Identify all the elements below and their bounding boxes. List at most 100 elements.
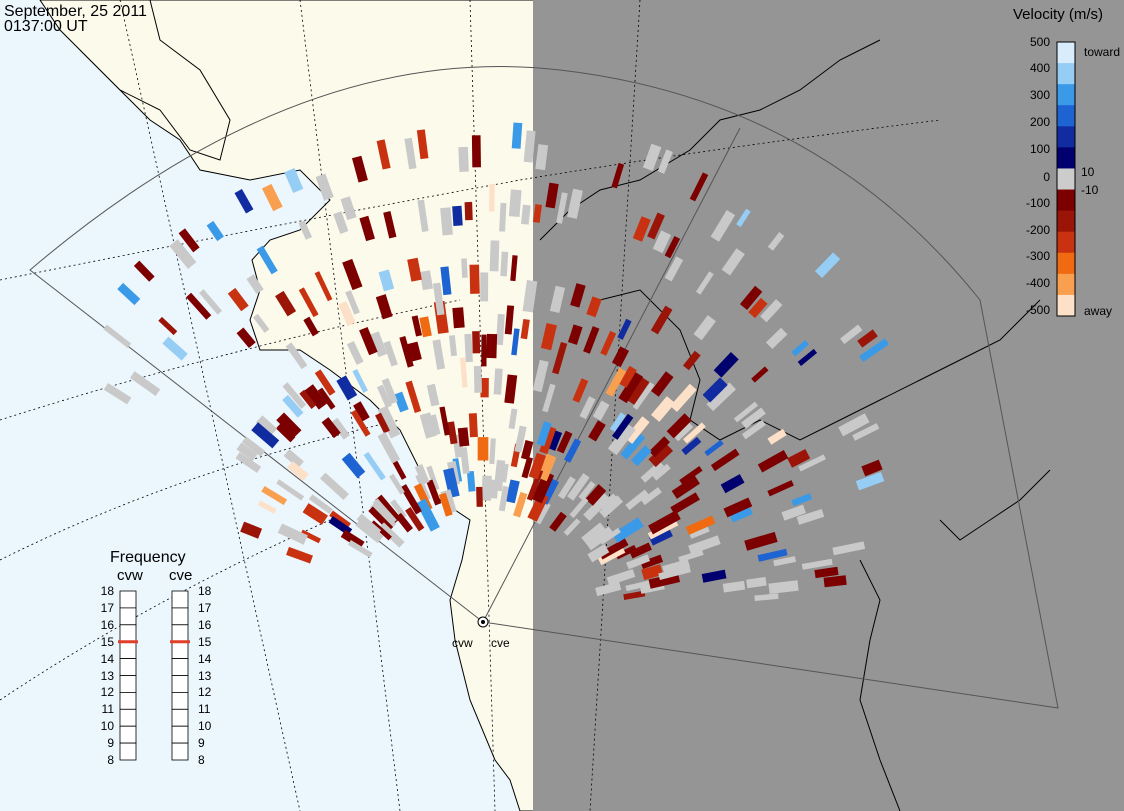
scatter-cell xyxy=(741,407,766,429)
frequency-scale-label: 10 xyxy=(100,719,114,734)
scatter-cell xyxy=(381,377,398,405)
scatter-cell xyxy=(378,269,395,292)
scatter-cell xyxy=(648,510,681,535)
scatter-cell xyxy=(261,485,288,506)
scatter-cell xyxy=(355,518,384,544)
frequency-cell xyxy=(119,590,137,609)
scatter-cell xyxy=(496,313,505,346)
scatter-cell xyxy=(510,255,518,282)
scatter-cell xyxy=(261,183,283,212)
scatter-cell xyxy=(117,282,141,306)
scatter-cell xyxy=(256,245,278,275)
scatter-cell xyxy=(640,460,664,483)
scatter-cell xyxy=(284,168,304,194)
frequency-scale-label: 14 xyxy=(100,651,114,666)
scatter-cell xyxy=(452,205,463,227)
scatter-cell xyxy=(581,522,606,545)
scatter-cell xyxy=(746,576,767,589)
frequency-cell xyxy=(119,675,137,693)
scatter-cell xyxy=(532,359,549,393)
scatter-cell xyxy=(321,417,341,439)
scatter-cell xyxy=(549,285,566,314)
scatter-cell xyxy=(513,491,528,518)
scatter-cell xyxy=(760,299,783,323)
scatter-cell xyxy=(526,469,544,501)
scatter-cell xyxy=(370,520,392,541)
scatter-cell xyxy=(552,341,568,375)
scatter-cell xyxy=(460,357,468,388)
scatter-cell xyxy=(350,409,371,437)
scatter-cell xyxy=(739,285,763,311)
scatter-cell xyxy=(678,549,704,563)
scatter-cell xyxy=(768,580,799,595)
frequency-scale-label: 11 xyxy=(198,702,211,717)
scatter-cell xyxy=(723,497,753,518)
scatter-cell xyxy=(570,283,586,308)
scatter-cell xyxy=(504,305,515,335)
scatter-cell xyxy=(390,499,407,519)
scatter-cell xyxy=(340,529,365,550)
scatter-cell xyxy=(370,331,388,358)
scatter-cell xyxy=(767,428,787,445)
scatter-cell xyxy=(511,328,520,356)
scatter-cell xyxy=(599,495,624,519)
velocity-tick-label: 0 xyxy=(1043,170,1050,184)
scatter-cell xyxy=(240,521,263,539)
scatter-cell xyxy=(103,383,132,405)
scatter-cell xyxy=(341,452,366,479)
scatter-cell xyxy=(499,202,507,232)
scatter-cell xyxy=(588,420,606,442)
scatter-cell xyxy=(647,212,665,240)
frequency-cell xyxy=(119,708,137,727)
scatter-cell xyxy=(314,369,336,396)
frequency-scale-label: 15 xyxy=(100,634,114,649)
velocity-title: Velocity (m/s) xyxy=(1013,6,1104,23)
scatter-cell xyxy=(443,467,460,498)
scatter-cell xyxy=(823,575,847,588)
scatter-cell xyxy=(417,199,429,232)
frequency-cell xyxy=(171,607,189,626)
velocity-tick-label: -100 xyxy=(1025,196,1050,210)
scatter-cell xyxy=(472,331,481,354)
scatter-cell xyxy=(649,436,671,458)
scatter-cell xyxy=(299,389,317,409)
scatter-cell xyxy=(689,526,710,539)
frequency-scale-label: 9 xyxy=(198,736,205,751)
scatter-cell xyxy=(798,454,826,472)
scatter-cell xyxy=(649,527,673,546)
scatter-cell xyxy=(227,287,249,312)
scatter-cell xyxy=(319,472,349,501)
scatter-cell xyxy=(276,412,302,438)
scatter-cell xyxy=(178,228,200,253)
scatter-cell xyxy=(612,413,634,440)
scatter-cell xyxy=(572,378,589,403)
frequency-columns xyxy=(118,590,190,761)
scatter-cell xyxy=(489,438,496,465)
colorbar-segment xyxy=(1057,105,1075,127)
frequency-cell xyxy=(171,658,189,676)
scatter-cell xyxy=(389,473,405,495)
frequency-scale-label: 13 xyxy=(198,668,212,683)
scatter-cell xyxy=(477,437,489,461)
scatter-cell xyxy=(162,336,188,361)
scatter-cell xyxy=(618,371,644,404)
scatter-cell xyxy=(298,220,313,240)
frequency-cell xyxy=(119,742,137,761)
velocity-tick-label: -300 xyxy=(1025,249,1050,263)
backscatter-cells xyxy=(103,122,889,601)
scatter-cell xyxy=(533,204,542,223)
scatter-cell xyxy=(376,139,391,170)
scatter-cell xyxy=(336,375,358,401)
scatter-cell xyxy=(773,556,797,567)
scatter-cell xyxy=(629,542,652,559)
scatter-cell xyxy=(342,258,363,291)
scatter-cell xyxy=(859,338,889,363)
scatter-cell xyxy=(419,412,437,439)
scatter-cell xyxy=(683,422,706,444)
scatter-cell xyxy=(508,408,518,430)
scatter-cell xyxy=(522,280,538,313)
radar-fov xyxy=(29,66,1059,709)
scatter-cell xyxy=(514,425,527,453)
colorbar-segment xyxy=(1057,63,1075,85)
colorbar-segment xyxy=(1057,252,1075,275)
